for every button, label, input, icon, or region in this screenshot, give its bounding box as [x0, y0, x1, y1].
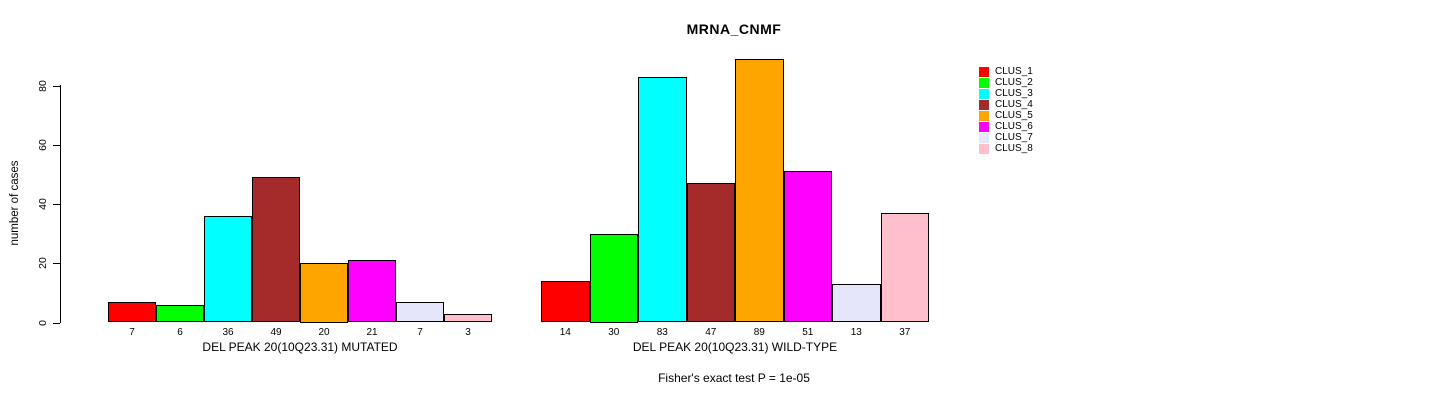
- y-tick-label: 80: [37, 79, 49, 92]
- legend-label: CLUS_4: [995, 99, 1033, 110]
- bar-value-label: 13: [850, 327, 862, 338]
- bar-value-label: 30: [608, 327, 620, 338]
- legend-swatch-clus7: [979, 132, 989, 143]
- bar-clus7-wildtype: [832, 283, 881, 323]
- legend-item: CLUS_1: [979, 66, 1033, 77]
- bar-value-label: 3: [465, 327, 471, 338]
- bar-clus8-mutated: [444, 313, 492, 323]
- legend-item: CLUS_2: [979, 77, 1033, 88]
- bar-value-label: 6: [177, 327, 183, 338]
- x-axis-label-mutated: DEL PEAK 20(10Q23.31) MUTATED: [202, 340, 398, 354]
- legend-item: CLUS_7: [979, 132, 1033, 143]
- legend-item: CLUS_4: [979, 99, 1033, 110]
- bar-value-label: 7: [129, 327, 135, 338]
- bar-value-label: 36: [222, 327, 234, 338]
- y-tick-label: 40: [37, 198, 49, 210]
- bar-clus1-wildtype: [541, 281, 590, 323]
- bar-clus4-wildtype: [686, 183, 735, 323]
- legend-swatch-clus8: [979, 143, 989, 154]
- legend-label: CLUS_3: [995, 88, 1033, 99]
- bar-value-label: 37: [899, 327, 911, 338]
- bar-clus4-mutated: [252, 177, 300, 323]
- legend-label: CLUS_6: [995, 121, 1033, 132]
- bar-value-label: 47: [705, 327, 717, 338]
- legend-swatch-clus1: [979, 66, 989, 77]
- bar-value-label: 21: [366, 327, 378, 338]
- bar-clus6-wildtype: [783, 171, 832, 323]
- legend-label: CLUS_5: [995, 110, 1033, 121]
- legend-swatch-clus5: [979, 110, 989, 121]
- y-tick: [53, 322, 60, 324]
- legend-swatch-clus2: [979, 77, 989, 88]
- legend-label: CLUS_7: [995, 132, 1033, 143]
- y-tick: [53, 263, 60, 265]
- legend-item: CLUS_3: [979, 88, 1033, 99]
- legend-item: CLUS_5: [979, 110, 1033, 121]
- legend-label: CLUS_8: [995, 143, 1033, 154]
- bar-clus2-mutated: [156, 304, 204, 323]
- bar-clus5-mutated: [300, 263, 348, 323]
- bar-value-label: 89: [753, 327, 765, 338]
- legend-swatch-clus3: [979, 88, 989, 99]
- bar-clus8-wildtype: [880, 212, 929, 323]
- fisher-test-annotation: Fisher's exact test P = 1e-05: [658, 371, 810, 385]
- bar-clus1-mutated: [108, 301, 156, 323]
- chart-title: MRNA_CNMF: [686, 21, 782, 37]
- bar-value-label: 49: [270, 327, 282, 338]
- legend-label: CLUS_1: [995, 66, 1033, 77]
- bar-value-label: 14: [559, 327, 571, 338]
- y-axis-line: [59, 85, 61, 323]
- legend-item: CLUS_8: [979, 143, 1033, 154]
- legend-swatch-clus6: [979, 121, 989, 132]
- bar-clus3-wildtype: [638, 76, 687, 323]
- y-axis-label: number of cases: [9, 160, 21, 246]
- bar-clus5-wildtype: [735, 58, 784, 323]
- bar-value-label: 20: [318, 327, 330, 338]
- bar-clus2-wildtype: [589, 233, 638, 323]
- y-tick: [53, 144, 60, 146]
- y-tick-label: 60: [37, 138, 49, 151]
- bar-value-label: 51: [802, 327, 814, 338]
- bar-clus3-mutated: [204, 215, 252, 323]
- bar-clus7-mutated: [396, 301, 444, 323]
- bar-value-label: 7: [417, 327, 423, 338]
- legend-item: CLUS_6: [979, 121, 1033, 132]
- y-tick-label: 0: [37, 319, 49, 326]
- legend: CLUS_1 CLUS_2 CLUS_3 CLUS_4 CLUS_5 CLUS_6 CLUS…: [979, 66, 1033, 154]
- bar-clus6-mutated: [348, 260, 396, 323]
- bar-value-label: 83: [656, 327, 668, 338]
- y-tick: [53, 85, 60, 87]
- y-tick: [53, 204, 60, 205]
- legend-label: CLUS_2: [995, 77, 1033, 88]
- y-tick-label: 20: [37, 257, 49, 270]
- legend-swatch-clus4: [979, 99, 989, 110]
- x-axis-label-wildtype: DEL PEAK 20(10Q23.31) WILD-TYPE: [632, 340, 838, 354]
